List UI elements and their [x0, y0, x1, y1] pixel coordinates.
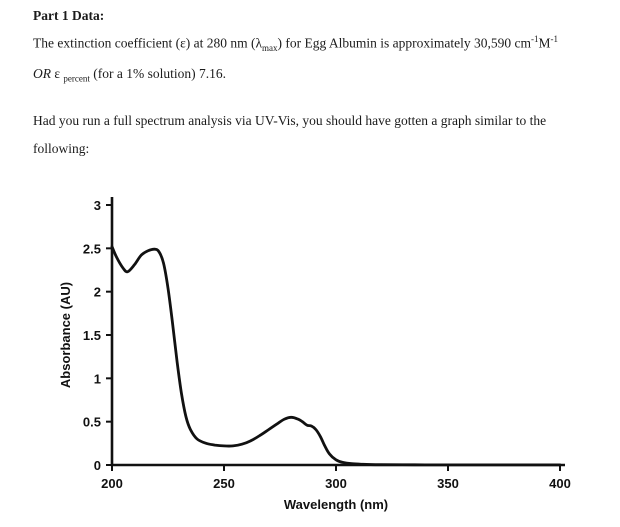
x-axis-title: Wavelength (nm)	[284, 497, 388, 512]
y-axis-title: Absorbance (AU)	[58, 282, 73, 388]
x-tick-label: 350	[437, 476, 459, 491]
x-tick-label: 200	[101, 476, 123, 491]
chart-axes	[110, 197, 565, 467]
spectrum-note-paragraph: Had you run a full spectrum analysis via…	[33, 107, 546, 163]
y-tick-label: 1	[94, 371, 101, 386]
x-tick-label: 400	[549, 476, 571, 491]
extinction-line-1: The extinction coefficient (ε) at 280 nm…	[33, 34, 558, 54]
y-tick-label: 2	[94, 285, 101, 300]
x-tick-label: 250	[213, 476, 235, 491]
y-tick-label: 0.5	[83, 415, 101, 430]
extinction-line-2: OR ε percent (for a 1% solution) 7.16.	[33, 66, 227, 84]
section-heading: Part 1 Data:	[33, 8, 105, 23]
uv-vis-spectrum-figure: 200 250 300 350 400 0 0.5 1 1.5 2 2.5 3 Wavelength (…	[0, 190, 620, 527]
y-tick-label: 3	[94, 198, 101, 213]
y-tick-label: 1.5	[83, 328, 101, 343]
spectrum-note-line-2: following:	[33, 141, 90, 156]
y-tick-label: 2.5	[83, 241, 101, 256]
spectrum-note-line-1: Had you run a full spectrum analysis via…	[33, 113, 547, 128]
spectrum-curve	[110, 245, 562, 467]
extinction-paragraph: The extinction coefficient (ε) at 280 nm…	[33, 26, 558, 92]
y-tick-label: 0	[94, 458, 101, 473]
uv-vis-chart: 200 250 300 350 400 0 0.5 1 1.5 2 2.5 3 Wavelength (…	[58, 197, 571, 512]
x-tick-label: 300	[325, 476, 347, 491]
